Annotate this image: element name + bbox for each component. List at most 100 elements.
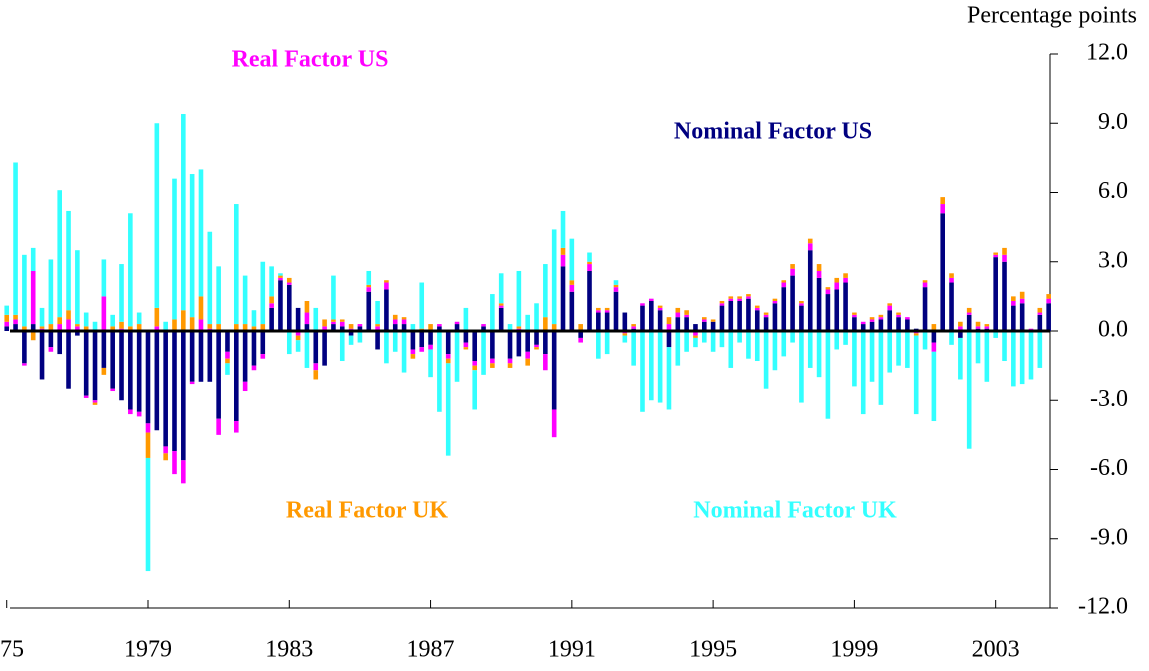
bar-segment [472,361,478,366]
bar-segment [631,326,636,329]
bar-segment [242,275,248,325]
bar-segment [189,174,195,318]
bar-segment [339,331,345,362]
bar-segment [75,331,80,336]
bar-segment [48,324,54,331]
bar-segment [922,280,928,283]
bar-segment [560,247,566,255]
y-tick-label: -12.0 [1078,594,1128,620]
bar-segment [92,402,98,405]
bar-segment [878,319,884,331]
bar-segment [507,358,513,364]
bar-segment [339,319,345,322]
bar-segment [304,300,310,313]
bar-segment [437,331,442,412]
bar-segment [701,331,707,343]
bar-segment [666,331,672,348]
bar-segment [198,296,204,320]
bar-segment [490,363,495,368]
bar-segment [198,319,204,331]
bar-segment [128,409,133,415]
bar-segment [57,317,62,325]
bar-segment [799,331,804,403]
bar-segment [189,317,195,331]
bar-segment [746,296,751,299]
bar-segment [596,310,601,313]
bar-segment [1037,307,1043,313]
bar-segment [887,305,893,311]
bar-segment [551,324,557,331]
bar-segment [958,331,963,338]
bar-segment [242,324,248,331]
bar-segment [825,294,831,331]
bar-segment [807,331,813,368]
bar-segment [587,270,592,331]
bar-segment [472,331,478,362]
bar-segment [30,247,36,271]
bar-segment [525,351,530,359]
bar-segment [693,331,698,336]
bar-segment [984,331,990,382]
bar-segment [869,319,875,322]
bar-segment [163,453,168,461]
bar-segment [958,321,963,327]
bar-segment [569,238,575,281]
bar-segment [613,280,619,285]
bar-segment [269,307,274,331]
bar-segment [869,331,875,382]
bar-segment [1046,298,1051,304]
bar-segment [896,314,901,318]
bar-segment [313,331,319,364]
bar-segment [145,432,151,458]
bar-segment [834,289,840,331]
bar-segment [269,303,274,308]
bar-segment [781,331,787,357]
bar-segment [763,312,769,315]
bar-segment [684,331,689,352]
bar-segment [949,331,954,345]
bar-segment [693,335,698,338]
bar-segment [22,331,27,364]
bar-segment [693,324,698,331]
bar-segment [534,344,539,348]
bar-segment [189,381,195,385]
bar-segment [728,296,734,299]
x-tick-label: 1991 [548,637,596,663]
bar-segment [551,331,557,410]
bar-segment [437,324,442,327]
bar-segment [286,331,292,355]
bar-segment [260,331,266,355]
bar-segment [225,358,230,364]
bar-segment [790,331,795,343]
bar-segment [940,197,945,205]
bar-segment [172,331,177,452]
bar-segment [746,294,751,297]
bar-segment [622,333,628,336]
bar-segment [110,388,115,392]
bar-segment [242,381,248,392]
bar-segment [640,303,645,306]
bar-segment [278,280,283,331]
bar-segment [754,310,760,331]
bar-segment [295,307,301,331]
bar-segment [701,321,707,331]
bar-segment [543,264,548,318]
x-tick-label: 1995 [689,637,737,663]
bar-segment [366,287,372,292]
bar-segment [445,331,451,355]
bar-segment [887,303,893,306]
bar-segment [1011,305,1016,331]
bar-segment [807,238,813,244]
legend-label: Real Factor UK [286,498,449,524]
bar-segment [666,324,672,331]
bar-segment [710,321,716,331]
bar-segment [498,307,504,331]
bar-segment [401,331,407,373]
bar-segment [251,310,257,327]
bar-segment [128,326,133,331]
bar-segment [551,409,557,438]
bar-segment [304,324,310,331]
bar-segment [145,423,151,433]
bar-segment [401,324,407,331]
bar-segment [816,277,822,331]
